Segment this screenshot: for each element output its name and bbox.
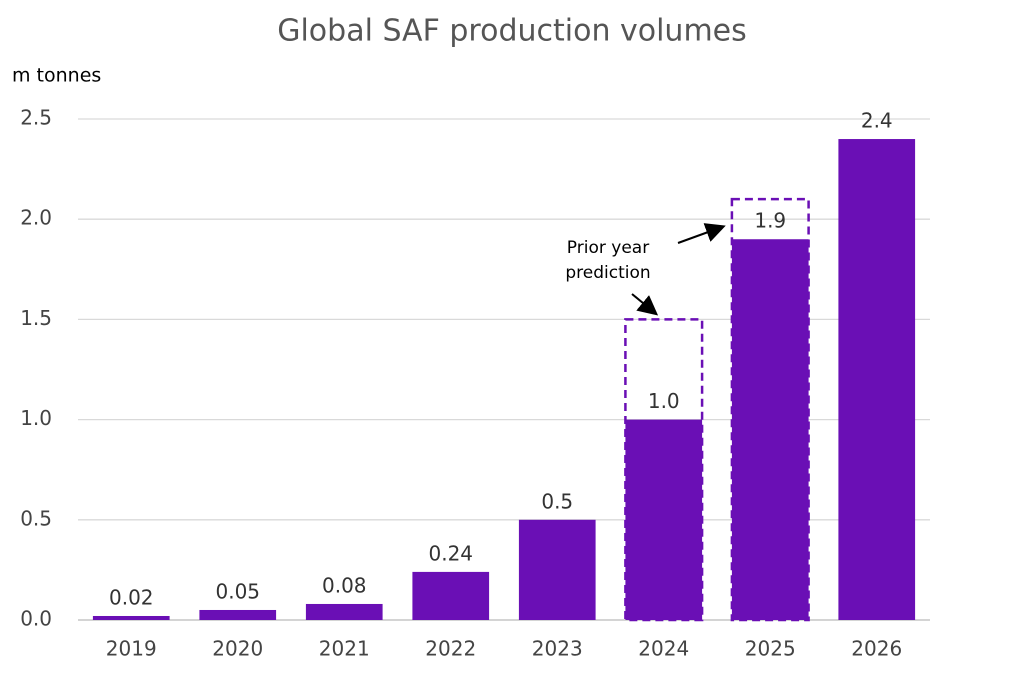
bar <box>625 419 703 620</box>
bar <box>518 519 596 620</box>
x-tick-label: 2022 <box>425 637 476 661</box>
value-label: 0.02 <box>109 585 154 609</box>
annotation-arrow <box>677 223 726 244</box>
value-label: 0.24 <box>428 541 473 565</box>
chart-title: Global SAF production volumes <box>277 14 747 49</box>
value-label: 0.5 <box>541 489 573 513</box>
y-tick-label: 1.0 <box>20 406 52 430</box>
value-label: 1.0 <box>648 389 680 413</box>
bar <box>199 609 277 620</box>
bar <box>731 239 809 621</box>
y-tick-label: 2.5 <box>20 106 52 130</box>
x-tick-label: 2025 <box>745 637 796 661</box>
y-axis-label: m tonnes <box>12 65 101 87</box>
y-tick-label: 0.5 <box>20 506 52 530</box>
x-tick-label: 2020 <box>212 637 263 661</box>
bar <box>92 615 170 620</box>
value-label: 1.9 <box>754 209 786 233</box>
x-tick-label: 2023 <box>532 637 583 661</box>
value-label: 0.08 <box>322 573 367 597</box>
y-tick-label: 1.5 <box>20 306 52 330</box>
annotation-arrow <box>631 293 659 316</box>
x-tick-label: 2019 <box>106 637 157 661</box>
x-tick-label: 2021 <box>319 637 370 661</box>
y-tick-label: 2.0 <box>20 206 52 230</box>
bar <box>838 139 916 621</box>
y-tick-label: 0.0 <box>20 607 52 631</box>
annotation: Prior year prediction <box>565 238 651 283</box>
bar <box>412 571 490 620</box>
x-tick-label: 2024 <box>638 637 689 661</box>
value-label: 2.4 <box>861 109 893 133</box>
x-tick-label: 2026 <box>851 637 902 661</box>
value-label: 0.05 <box>215 579 260 603</box>
bar <box>305 603 383 620</box>
